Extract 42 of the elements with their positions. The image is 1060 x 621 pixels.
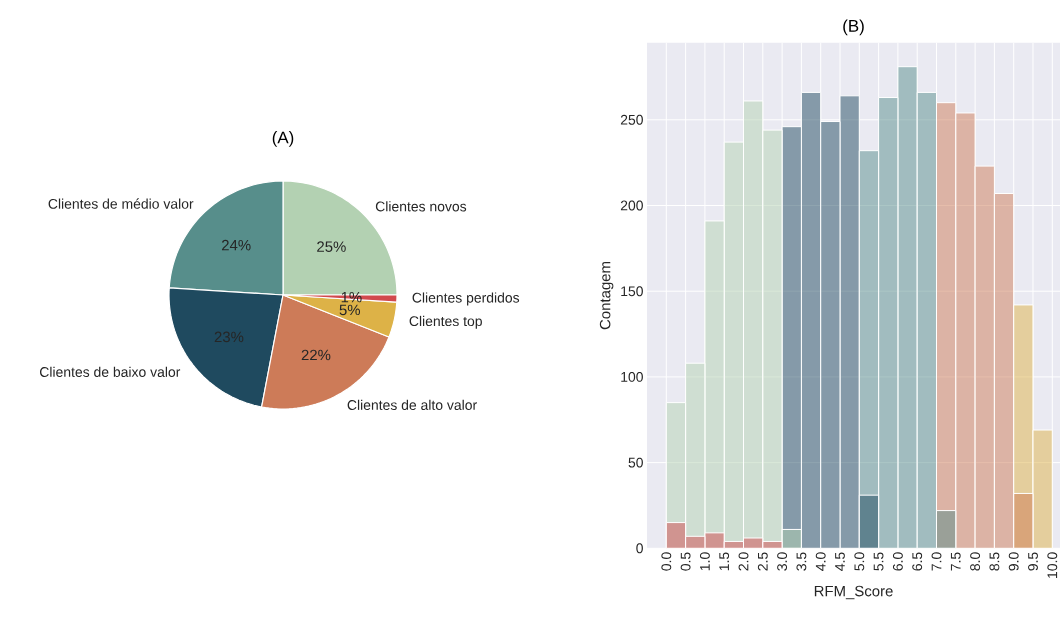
x-tick-label: 7.5 (950, 552, 961, 571)
chart-title: (A) (272, 131, 294, 147)
y-tick-label: 250 (620, 114, 643, 125)
x-tick-label: 5.0 (854, 552, 865, 571)
y-axis-title: Contagem (599, 262, 614, 330)
x-tick-label: 3.5 (796, 552, 807, 571)
x-tick-label: 9.5 (1028, 552, 1038, 571)
x-tick-label: 8.0 (970, 552, 981, 571)
x-tick-label: 9.0 (1008, 552, 1019, 571)
x-tick-label: 4.0 (815, 552, 826, 571)
y-tick-label: 100 (621, 371, 643, 382)
data-label: 25% (317, 241, 346, 252)
y-tick-label: 0 (636, 543, 643, 554)
x-tick-label: 1.5 (719, 552, 730, 571)
x-tick-label: 6.5 (912, 552, 923, 571)
x-tick-label: 2.5 (757, 552, 768, 571)
x-tick-label: 0.5 (680, 552, 691, 571)
data-label: 24% (221, 239, 251, 251)
data-label: 5% (339, 304, 361, 316)
x-axis-title: RFM_Score (814, 585, 893, 600)
slice-label: Clientes de baixo valor (39, 366, 181, 377)
chart-title: (B) (843, 19, 864, 36)
x-tick-label: 3.0 (777, 552, 788, 571)
x-tick-label: 8.5 (989, 552, 1000, 571)
x-tick-label: 1.0 (699, 552, 710, 571)
y-tick-label: 50 (628, 457, 643, 468)
data-label: 22% (301, 349, 331, 361)
x-tick-label: 5.5 (873, 552, 884, 571)
x-tick-label: 2.0 (738, 552, 749, 571)
slice-label: Clientes perdidos (412, 292, 520, 306)
slice-label: Clientes de médio valor (48, 198, 194, 209)
x-tick-label: 4.5 (835, 552, 845, 571)
data-label: 23% (214, 331, 244, 343)
slice-label: Clientes top (409, 315, 482, 329)
y-tick-label: 200 (620, 200, 643, 211)
slice-label: Clientes de alto valor (347, 399, 477, 411)
x-tick-label: 6.0 (892, 552, 903, 571)
x-tick-label: 10.0 (1047, 552, 1058, 578)
slice-label: Clientes novos (375, 201, 467, 212)
x-tick-label: 0.0 (661, 552, 672, 571)
x-tick-label: 7.0 (931, 552, 942, 571)
y-tick-label: 150 (621, 286, 643, 297)
